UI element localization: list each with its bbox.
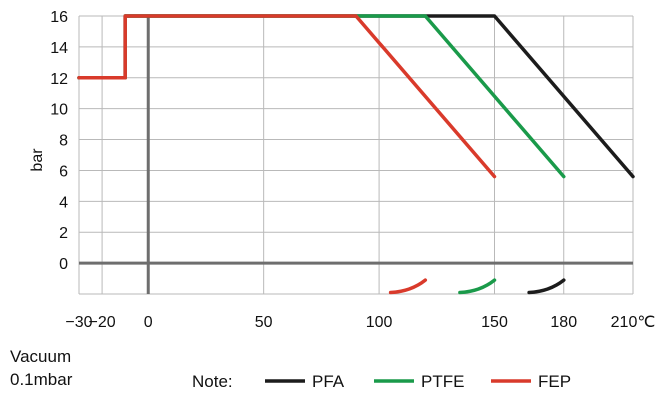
axes — [79, 16, 633, 294]
legend-label-pfa: PFA — [312, 372, 345, 391]
series-lines — [77, 14, 635, 295]
x-tick-label: 210℃ — [611, 314, 656, 331]
x-tick-label: 180 — [550, 314, 577, 331]
series-line-pfa — [77, 14, 635, 179]
y-tick-label: 10 — [50, 102, 68, 119]
series-line-ptfe — [77, 14, 566, 179]
y-tick-label: 0 — [59, 256, 68, 273]
y-tick-label: 2 — [59, 225, 68, 242]
y-tick-label: 14 — [50, 40, 68, 57]
vacuum-arc-ptfe — [458, 278, 497, 295]
grid-lines — [78, 15, 634, 295]
legend-label-ptfe: PTFE — [421, 372, 464, 391]
y-tick-label: 6 — [59, 163, 68, 180]
x-tick-label: 50 — [255, 314, 273, 331]
legend-label-fep: FEP — [538, 372, 571, 391]
vacuum-label-line1: Vacuum — [10, 347, 71, 366]
x-tick-label: 100 — [366, 314, 393, 331]
vacuum-arc-pfa — [527, 278, 566, 295]
x-tick-label: −20 — [89, 314, 116, 331]
y-tick-label: 4 — [59, 194, 68, 211]
y-tick-label: 8 — [59, 133, 68, 150]
x-tick-label: 0 — [144, 314, 153, 331]
y-tick-label: 16 — [50, 9, 68, 26]
legend-prefix: Note: — [192, 372, 233, 391]
x-tick-label: 150 — [481, 314, 508, 331]
y-axis-label: bar — [29, 148, 46, 172]
series-line-fep — [77, 14, 497, 179]
vacuum-label-line2: 0.1mbar — [10, 370, 73, 389]
vacuum-arc-fep — [388, 278, 428, 295]
tick-labels: 0 2 4 6 8 10 12 14 16 −30−20 0 50 100 150 180 210℃ — [50, 9, 655, 331]
x-tick-label: −30 — [65, 314, 92, 331]
legend: Note: PFA PTFE FEP — [192, 372, 571, 391]
y-tick-label: 12 — [50, 71, 68, 88]
